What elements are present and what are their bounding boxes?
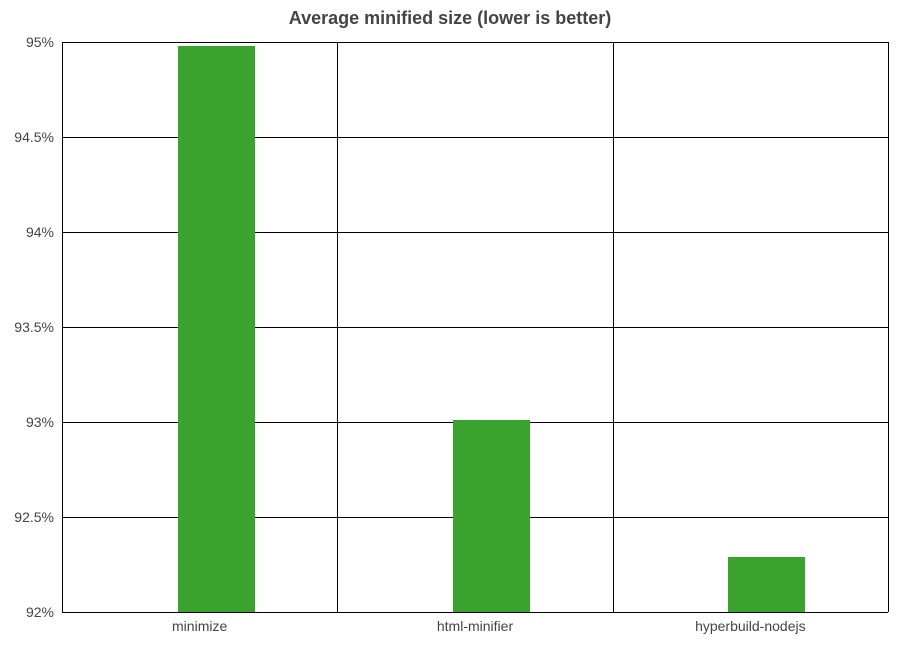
- y-tick-label: 93.5%: [14, 319, 62, 335]
- gridline-vertical: [337, 42, 338, 612]
- y-tick-label: 94.5%: [14, 129, 62, 145]
- bar-chart: Average minified size (lower is better) …: [0, 0, 900, 650]
- y-tick-label: 92.5%: [14, 509, 62, 525]
- x-tick-label: hyperbuild-nodejs: [695, 612, 806, 634]
- gridline-vertical: [613, 42, 614, 612]
- x-tick-label: minimize: [172, 612, 227, 634]
- x-tick-label: html-minifier: [437, 612, 513, 634]
- gridline-vertical: [888, 42, 889, 612]
- gridline-horizontal: [62, 42, 888, 43]
- y-tick-label: 92%: [26, 604, 62, 620]
- bar: [728, 557, 805, 612]
- y-tick-label: 93%: [26, 414, 62, 430]
- plot-area: 92%92.5%93%93.5%94%94.5%95%minimizehtml-…: [62, 42, 888, 612]
- gridline-vertical: [62, 42, 63, 612]
- bar: [453, 420, 530, 612]
- y-tick-label: 94%: [26, 224, 62, 240]
- y-tick-label: 95%: [26, 34, 62, 50]
- bar: [178, 46, 255, 612]
- chart-title: Average minified size (lower is better): [0, 8, 900, 29]
